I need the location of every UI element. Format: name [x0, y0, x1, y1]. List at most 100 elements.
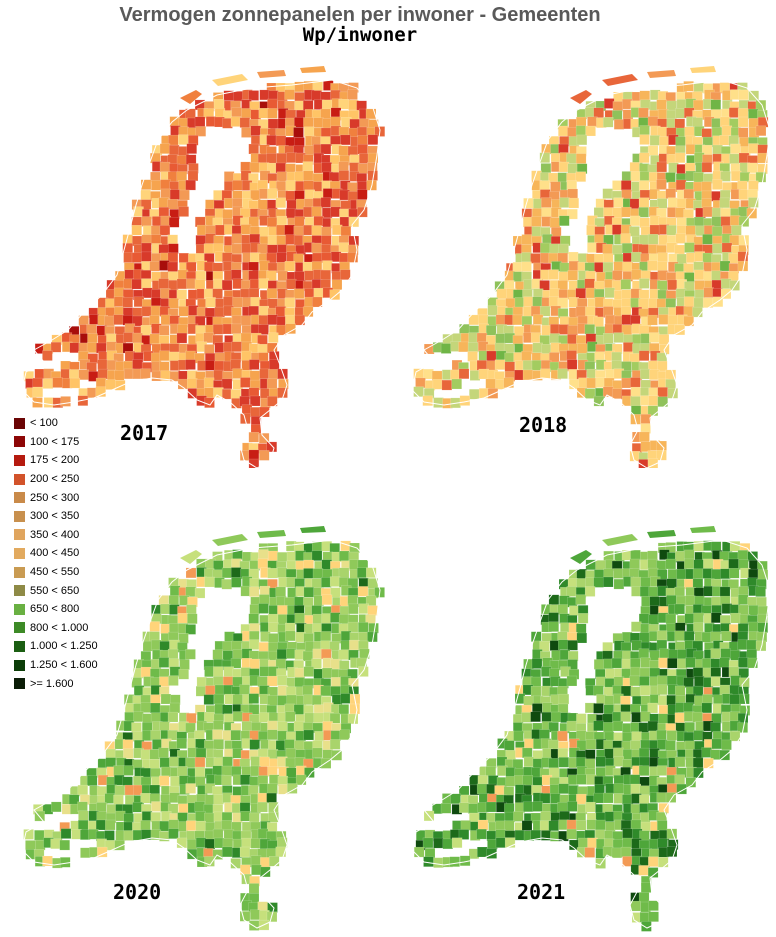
- municipality-cell: [693, 559, 704, 570]
- municipality-cell: [685, 225, 696, 236]
- municipality-cell: [222, 704, 233, 716]
- municipality-cell: [178, 306, 189, 317]
- municipality-cell: [542, 233, 553, 245]
- municipality-cell: [258, 549, 269, 560]
- municipality-cell: [258, 594, 270, 605]
- municipality-cell: [158, 278, 169, 289]
- municipality-cell: [338, 704, 349, 715]
- municipality-cell: [757, 152, 768, 164]
- municipality-cell: [612, 224, 623, 235]
- municipality-cell: [330, 677, 342, 688]
- municipality-cell: [50, 342, 62, 353]
- municipality-cell: [683, 315, 694, 327]
- municipality-cell: [250, 125, 262, 137]
- municipality-cell: [266, 822, 278, 833]
- municipality-cell: [338, 649, 349, 660]
- municipality-cell: [213, 739, 224, 750]
- municipality-cell: [577, 613, 589, 624]
- municipality-cell: [684, 721, 695, 733]
- municipality-cell: [105, 819, 116, 831]
- municipality-cell: [185, 179, 196, 191]
- municipality-cell: [692, 667, 704, 678]
- municipality-cell: [566, 828, 577, 840]
- municipality-cell: [693, 622, 704, 633]
- municipality-cell: [131, 224, 142, 236]
- municipality-cell: [737, 550, 749, 561]
- wadden-island: [257, 70, 286, 78]
- municipality-cell: [140, 749, 152, 760]
- municipality-cell: [413, 846, 425, 858]
- municipality-cell: [314, 731, 325, 742]
- municipality-cell: [729, 568, 740, 579]
- municipality-cell: [338, 145, 349, 156]
- municipality-cell: [622, 794, 633, 805]
- municipality-cell: [221, 775, 232, 786]
- municipality-cell: [303, 117, 314, 128]
- municipality-cell: [693, 171, 704, 183]
- municipality-cell: [168, 217, 180, 228]
- municipality-cell: [313, 215, 324, 227]
- municipality-cell: [232, 180, 243, 191]
- municipality-cell: [731, 170, 742, 182]
- legend-swatch: [14, 436, 25, 448]
- municipality-cell: [674, 152, 686, 164]
- municipality-cell: [460, 820, 472, 831]
- municipality-cell: [692, 568, 704, 579]
- municipality-cell: [230, 359, 241, 370]
- municipality-cell: [176, 766, 188, 777]
- municipality-cell: [415, 377, 426, 389]
- municipality-cell: [293, 720, 305, 732]
- municipality-cell: [451, 837, 463, 848]
- municipality-cell: [187, 613, 198, 625]
- municipality-cell: [248, 693, 260, 704]
- municipality-cell: [728, 579, 739, 590]
- municipality-cell: [719, 260, 731, 272]
- municipality-cell: [295, 774, 307, 786]
- municipality-cell: [160, 766, 172, 778]
- municipality-cell: [285, 323, 296, 334]
- municipality-cell: [711, 226, 723, 237]
- municipality-cell: [77, 801, 88, 812]
- municipality-cell: [311, 550, 323, 561]
- page-subtitle: Wp/inwoner: [302, 24, 418, 46]
- municipality-cell: [69, 377, 81, 389]
- municipality-cell: [304, 712, 315, 724]
- municipality-cell: [639, 171, 651, 182]
- municipality-cell: [158, 206, 170, 218]
- municipality-cell: [149, 333, 161, 345]
- municipality-cell: [357, 586, 369, 597]
- municipality-cell: [204, 666, 215, 678]
- municipality-cell: [169, 189, 181, 200]
- municipality-cell: [322, 667, 333, 679]
- municipality-cell: [96, 342, 107, 354]
- municipality-cell: [550, 226, 562, 238]
- municipality-cell: [177, 134, 189, 145]
- municipality-cell: [59, 839, 70, 851]
- municipality-cell: [339, 729, 350, 741]
- municipality-cell: [158, 197, 169, 208]
- country-outline: [21, 79, 381, 468]
- municipality-cell: [167, 648, 179, 660]
- municipality-cell: [231, 107, 242, 118]
- municipality-cell: [204, 856, 215, 867]
- municipality-cell: [550, 181, 561, 192]
- municipality-cell: [719, 657, 730, 668]
- municipality-cell: [675, 108, 686, 119]
- municipality-cell: [441, 379, 453, 391]
- municipality-cell: [575, 171, 587, 182]
- municipality-cell: [311, 658, 322, 670]
- legend-label: 200 < 250: [30, 473, 80, 486]
- municipality-cell: [275, 162, 287, 174]
- municipality-cell: [558, 783, 569, 794]
- municipality-cell: [620, 846, 632, 858]
- municipality-cell: [557, 368, 568, 379]
- municipality-cell: [639, 431, 650, 443]
- municipality-cell: [158, 657, 170, 668]
- municipality-cell: [558, 161, 570, 173]
- municipality-cell: [440, 343, 452, 354]
- municipality-cell: [747, 162, 758, 174]
- municipality-cell: [267, 720, 278, 732]
- municipality-cell: [329, 739, 341, 750]
- municipality-cell: [621, 377, 632, 389]
- municipality-cell: [43, 397, 55, 408]
